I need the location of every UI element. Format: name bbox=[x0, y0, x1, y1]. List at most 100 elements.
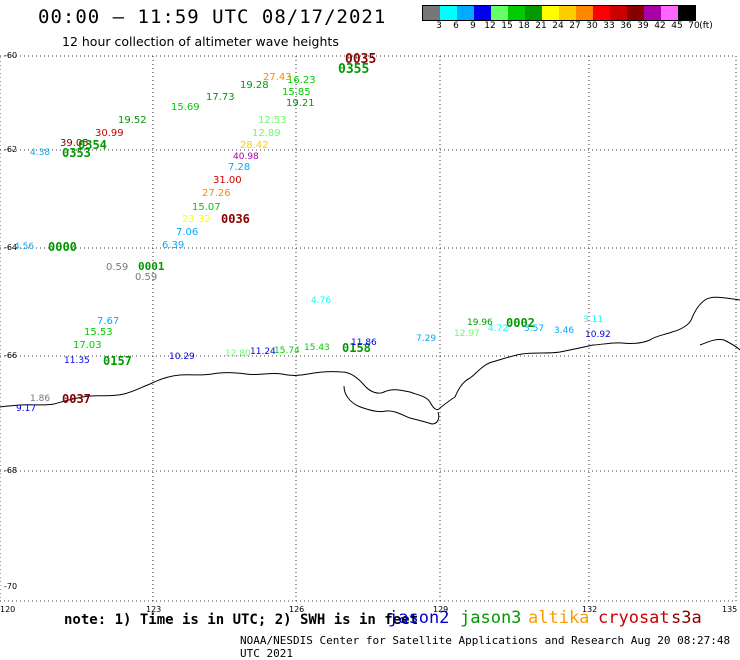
antarctic-coastline bbox=[0, 296, 740, 411]
colorbar-swatch bbox=[491, 6, 508, 20]
colorbar-label: 42 bbox=[654, 21, 666, 31]
pass-time-label: 0001 bbox=[138, 260, 165, 273]
longitude-label: 135 bbox=[722, 605, 738, 614]
footnote: note: 1) Time is in UTC; 2) SWH is in fe… bbox=[64, 612, 419, 628]
wave-height-label: 12.53 bbox=[258, 115, 287, 126]
credit-line: NOAA/NESDIS Center for Satellite Applica… bbox=[240, 634, 731, 660]
colorbar-label: 33 bbox=[603, 21, 615, 31]
wave-height-label: 3.46 bbox=[554, 326, 575, 336]
colorbar-swatch bbox=[661, 6, 678, 20]
latitude-label: -60 bbox=[4, 51, 18, 60]
wave-height-label: 11.86 bbox=[351, 338, 377, 348]
wave-height-label: 7.29 bbox=[416, 334, 437, 344]
longitude-label: 123 bbox=[146, 605, 162, 614]
pass-time-label: 0037 bbox=[62, 392, 91, 406]
coastline-inlet-west bbox=[343, 385, 440, 425]
wave-height-label: 19.21 bbox=[286, 98, 315, 109]
pass-time-label: 0158 bbox=[342, 341, 371, 355]
wave-height-label: 28.42 bbox=[240, 140, 269, 151]
wave-height-label: 27.43 bbox=[263, 72, 292, 83]
pass-time-label: 0036 bbox=[221, 212, 250, 226]
wave-height-label: 39.05 bbox=[60, 138, 89, 149]
wave-height-label: 15.53 bbox=[84, 327, 113, 338]
wave-height-label: 7.28 bbox=[228, 162, 251, 173]
colorbar-label: 45 bbox=[671, 21, 683, 31]
latitude-label: -64 bbox=[4, 243, 18, 252]
wave-height-label: 23.32 bbox=[182, 214, 211, 225]
wave-height-label: 15.07 bbox=[192, 202, 221, 213]
wave-height-label: 12.80 bbox=[225, 349, 251, 359]
wave-height-label: 6.39 bbox=[162, 240, 185, 251]
colorbar-label: 27 bbox=[569, 21, 581, 31]
pass-time-label: 0353 bbox=[62, 146, 91, 160]
colorbar-label: 21 bbox=[535, 21, 547, 31]
page-title: 00:00 – 11:59 UTC 08/17/2021 bbox=[38, 6, 387, 28]
wave-height-label: 31.00 bbox=[213, 175, 242, 186]
pass-time-label: 0355 bbox=[338, 62, 370, 77]
wave-height-label: 12.97 bbox=[454, 329, 480, 339]
colorbar-swatch bbox=[508, 6, 525, 20]
wave-height-label: 4.56 bbox=[14, 242, 35, 252]
wave-height-label: 15.69 bbox=[171, 102, 200, 113]
pass-time-label: 0354 bbox=[78, 138, 107, 152]
colorbar-label: 15 bbox=[501, 21, 513, 31]
colorbar-swatch bbox=[644, 6, 661, 20]
wave-height-label: 5.57 bbox=[524, 324, 545, 334]
wave-height-label: 7.67 bbox=[97, 316, 120, 327]
wave-height-label: 4.72 bbox=[488, 324, 509, 334]
colorbar-swatch bbox=[559, 6, 576, 20]
wave-height-label: 3.11 bbox=[583, 315, 604, 325]
colorbar-unit: (ft) bbox=[699, 21, 713, 31]
wave-height-label: 11.24 bbox=[250, 347, 276, 357]
wave-height-label: 16.23 bbox=[287, 75, 316, 86]
longitude-label: 132 bbox=[582, 605, 598, 614]
colorbar-label: 30 bbox=[586, 21, 598, 31]
colorbar-swatch bbox=[440, 6, 457, 20]
satellite-legend-jason2: jason2 bbox=[388, 608, 450, 628]
wave-height-label: 15.74 bbox=[274, 346, 300, 356]
satellite-legend-s3a: s3a bbox=[671, 608, 702, 628]
pass-time-label: 0035 bbox=[345, 52, 377, 67]
colorbar-swatch bbox=[593, 6, 610, 20]
wave-height-label: 0.59 bbox=[135, 272, 158, 283]
wave-height-label: 9.17 bbox=[16, 404, 37, 414]
colorbar-swatch bbox=[610, 6, 627, 20]
latitude-label: -68 bbox=[4, 466, 18, 475]
colorbar-label: 39 bbox=[637, 21, 649, 31]
satellite-legend-cryosat: cryosat bbox=[598, 608, 670, 628]
pass-time-label: 0002 bbox=[506, 316, 535, 330]
wave-height-label: 7.06 bbox=[176, 227, 199, 238]
wave-height-label: 17.73 bbox=[206, 92, 235, 103]
wave-height-label: 19.52 bbox=[118, 115, 147, 126]
colorbar-label: 12 bbox=[484, 21, 496, 31]
colorbar-swatch bbox=[542, 6, 559, 20]
longitude-label: 120 bbox=[0, 605, 16, 614]
colorbar-swatch bbox=[423, 6, 440, 20]
coastline-island-east bbox=[699, 339, 740, 351]
satellite-legend-jason3: jason3 bbox=[460, 608, 522, 628]
wave-height-label: 4.76 bbox=[311, 296, 332, 306]
wave-height-label: 19.96 bbox=[467, 318, 493, 328]
wave-height-label: 10.92 bbox=[585, 330, 611, 340]
page-subtitle: 12 hour collection of altimeter wave hei… bbox=[62, 34, 339, 49]
colorbar bbox=[422, 5, 696, 21]
longitude-label: 129 bbox=[433, 605, 449, 614]
wave-height-label: 1.86 bbox=[30, 394, 51, 404]
colorbar-swatch bbox=[525, 6, 542, 20]
colorbar-label: 70 bbox=[688, 21, 700, 31]
colorbar-swatch bbox=[627, 6, 644, 20]
colorbar-label: 6 bbox=[453, 21, 459, 31]
colorbar-swatch bbox=[457, 6, 474, 20]
wave-height-label: 30.99 bbox=[95, 128, 124, 139]
wave-height-label: 19.28 bbox=[240, 80, 269, 91]
pass-time-label: 0157 bbox=[103, 354, 132, 368]
graticule bbox=[0, 55, 737, 602]
wave-height-label: 4.38 bbox=[30, 148, 51, 158]
wave-height-label: 15.43 bbox=[304, 343, 330, 353]
colorbar-label: 3 bbox=[436, 21, 442, 31]
wave-height-label: 11.35 bbox=[64, 356, 90, 366]
colorbar-label: 24 bbox=[552, 21, 564, 31]
wave-height-label: 27.26 bbox=[202, 188, 231, 199]
colorbar-label: 18 bbox=[518, 21, 530, 31]
latitude-label: -70 bbox=[4, 582, 18, 591]
